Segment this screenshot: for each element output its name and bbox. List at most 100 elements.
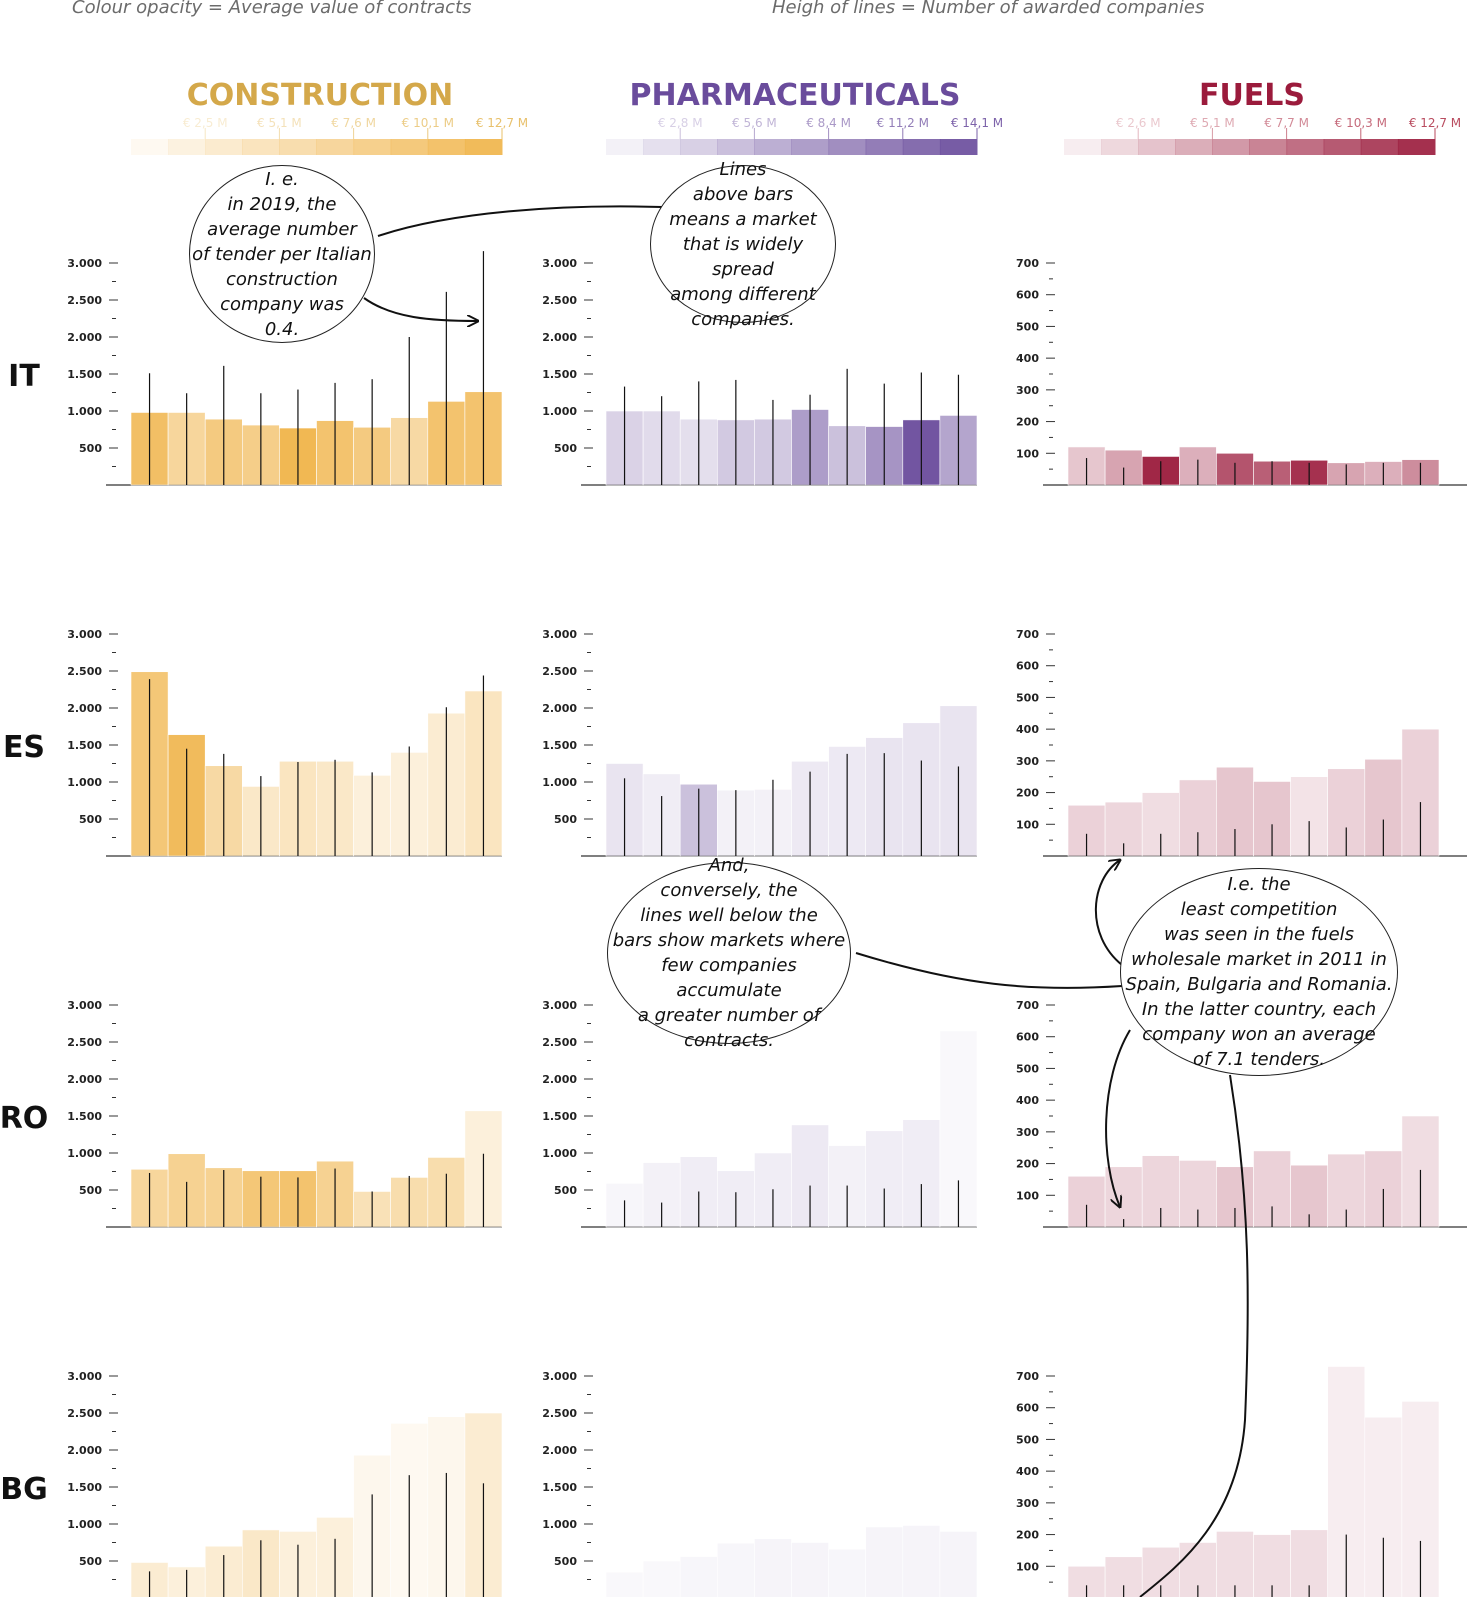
y-tick-label-fuels: 500 xyxy=(1016,1433,1039,1446)
y-tick-label-pharmaceuticals: 500 xyxy=(554,813,577,826)
bar-pharmaceuticals-bg xyxy=(679,1556,718,1597)
y-tick-label-pharmaceuticals: 2.500 xyxy=(542,1036,577,1049)
y-tick-label-pharmaceuticals: 3.000 xyxy=(542,999,577,1012)
y-tick-label-pharmaceuticals: 2.500 xyxy=(542,665,577,678)
y-tick-label-pharmaceuticals: 1.500 xyxy=(542,1110,577,1123)
legend-swatch-pharmaceuticals xyxy=(902,139,941,155)
bar-pharmaceuticals-bg xyxy=(642,1560,681,1597)
legend-label-construction: € 5,1 M xyxy=(257,116,302,130)
y-tick-label-fuels: 700 xyxy=(1016,628,1039,641)
legend-label-fuels: € 12,7 M xyxy=(1409,116,1461,130)
legend-label-construction: € 12,7 M xyxy=(476,116,528,130)
country-label-it: IT xyxy=(8,359,40,394)
arrow-spain-fuels xyxy=(1094,860,1122,966)
y-tick-label-construction: 1.500 xyxy=(67,739,102,752)
arrow-bulgaria-fuels xyxy=(1139,1074,1249,1597)
legend-label-fuels: € 5,1 M xyxy=(1190,116,1235,130)
legend-swatch-fuels xyxy=(1286,139,1325,155)
y-tick-label-fuels: 600 xyxy=(1016,660,1039,673)
legend-swatch-pharmaceuticals xyxy=(606,139,644,155)
legend-label-fuels: € 10,3 M xyxy=(1335,116,1387,130)
y-tick-label-construction: 2.500 xyxy=(67,294,102,307)
y-tick-label-construction: 3.000 xyxy=(67,257,102,270)
y-tick-label-fuels: 100 xyxy=(1016,1560,1039,1573)
y-tick-label-fuels: 100 xyxy=(1016,818,1039,831)
y-tick-label-fuels: 500 xyxy=(1016,691,1039,704)
y-tick-label-pharmaceuticals: 500 xyxy=(554,1555,577,1568)
legend-swatch-pharmaceuticals xyxy=(828,139,867,155)
line-height-legend-note: Heigh of lines = Number of awarded compa… xyxy=(772,0,1205,18)
y-tick-label-pharmaceuticals: 500 xyxy=(554,1184,577,1197)
bar-pharmaceuticals-bg xyxy=(865,1526,904,1597)
legend-label-fuels: € 7,7 M xyxy=(1264,116,1309,130)
legend-swatch-construction xyxy=(427,139,466,155)
y-tick-label-construction: 1.000 xyxy=(67,776,102,789)
y-tick-label-pharmaceuticals: 2.000 xyxy=(542,702,577,715)
legend-swatch-construction xyxy=(390,139,429,155)
y-tick-label-fuels: 700 xyxy=(1016,999,1039,1012)
y-tick-label-fuels: 500 xyxy=(1016,1062,1039,1075)
y-tick-label-fuels: 400 xyxy=(1016,352,1039,365)
legend-swatch-construction xyxy=(353,139,392,155)
y-tick-label-pharmaceuticals: 1.500 xyxy=(542,1481,577,1494)
y-tick-label-pharmaceuticals: 500 xyxy=(554,442,577,455)
legend-label-pharmaceuticals: € 2,8 M xyxy=(658,116,703,130)
legend-label-pharmaceuticals: € 11,2 M xyxy=(877,116,929,130)
y-tick-label-pharmaceuticals: 1.500 xyxy=(542,739,577,752)
connector-lines-above xyxy=(377,205,663,237)
y-tick-label-fuels: 700 xyxy=(1016,257,1039,270)
legend-swatch-construction xyxy=(205,139,243,155)
legend-swatch-pharmaceuticals xyxy=(680,139,718,155)
y-tick-label-fuels: 600 xyxy=(1016,1031,1039,1044)
legend-swatch-pharmaceuticals xyxy=(791,139,830,155)
connector-lines-below xyxy=(855,952,1123,989)
legend-swatch-construction xyxy=(464,139,503,155)
legend-swatch-pharmaceuticals xyxy=(754,139,792,155)
y-tick-label-pharmaceuticals: 2.000 xyxy=(542,331,577,344)
legend-swatch-fuels xyxy=(1064,139,1102,155)
y-tick-label-construction: 500 xyxy=(79,1184,102,1197)
legend-swatch-fuels xyxy=(1249,139,1288,155)
sector-title-pharmaceuticals: PHARMACEUTICALS xyxy=(630,78,961,113)
sector-title-fuels: FUELS xyxy=(1199,78,1305,113)
y-tick-label-construction: 500 xyxy=(79,1555,102,1568)
y-tick-label-construction: 2.500 xyxy=(67,1407,102,1420)
legend-swatch-construction xyxy=(168,139,206,155)
sector-title-construction: CONSTRUCTION xyxy=(187,78,453,113)
y-tick-label-construction: 1.500 xyxy=(67,1481,102,1494)
y-tick-label-fuels: 300 xyxy=(1016,1126,1039,1139)
y-tick-label-fuels: 100 xyxy=(1016,447,1039,460)
bar-pharmaceuticals-bg xyxy=(791,1542,829,1597)
bar-pharmaceuticals-bg xyxy=(605,1571,644,1597)
annotation-italy-construction: I. e. in 2019, the average number of ten… xyxy=(189,165,375,343)
y-tick-label-fuels: 700 xyxy=(1016,1370,1039,1383)
y-tick-label-construction: 1.000 xyxy=(67,1518,102,1531)
bar-pharmaceuticals-bg xyxy=(754,1538,792,1597)
y-tick-label-fuels: 300 xyxy=(1016,755,1039,768)
y-tick-label-construction: 2.000 xyxy=(67,702,102,715)
y-tick-label-fuels: 600 xyxy=(1016,1402,1039,1415)
legend-swatch-fuels xyxy=(1397,139,1436,155)
legend-swatch-fuels xyxy=(1212,139,1250,155)
country-label-bg: BG xyxy=(0,1472,48,1507)
country-label-ro: RO xyxy=(0,1101,48,1136)
bar-pharmaceuticals-bg xyxy=(902,1525,941,1597)
y-tick-label-construction: 3.000 xyxy=(67,999,102,1012)
y-tick-label-fuels: 200 xyxy=(1016,1529,1039,1542)
legend-label-pharmaceuticals: € 8,4 M xyxy=(806,116,851,130)
legend-label-construction: € 7,6 M xyxy=(331,116,376,130)
y-tick-label-pharmaceuticals: 1.500 xyxy=(542,368,577,381)
y-tick-label-pharmaceuticals: 2.000 xyxy=(542,1444,577,1457)
legend-swatch-construction xyxy=(131,139,169,155)
y-tick-label-pharmaceuticals: 3.000 xyxy=(542,257,577,270)
y-tick-label-fuels: 100 xyxy=(1016,1189,1039,1202)
y-tick-label-fuels: 200 xyxy=(1016,1158,1039,1171)
y-tick-label-construction: 500 xyxy=(79,813,102,826)
legend-swatch-construction xyxy=(316,139,355,155)
y-tick-label-pharmaceuticals: 3.000 xyxy=(542,1370,577,1383)
y-tick-label-fuels: 500 xyxy=(1016,320,1039,333)
legend-label-construction: € 2,5 M xyxy=(183,116,228,130)
y-tick-label-fuels: 300 xyxy=(1016,1497,1039,1510)
y-tick-label-construction: 2.000 xyxy=(67,1444,102,1457)
